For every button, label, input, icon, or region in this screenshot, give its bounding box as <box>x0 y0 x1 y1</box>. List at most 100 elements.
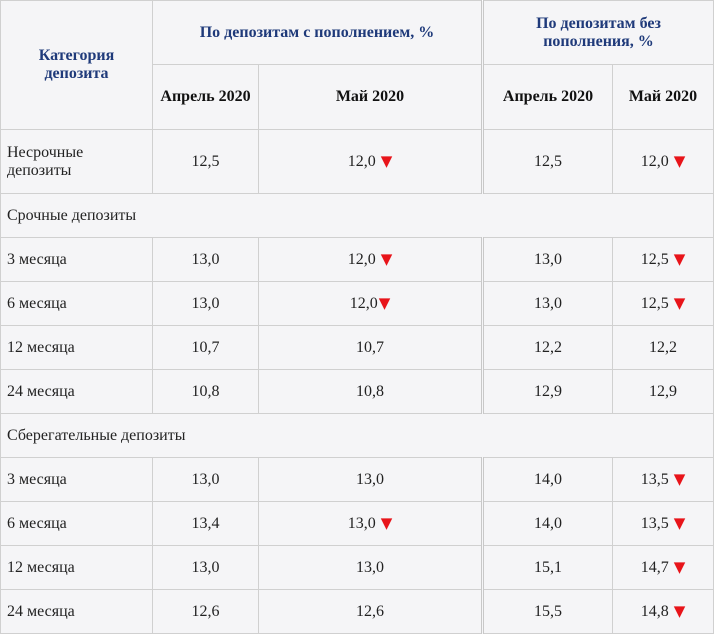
rate-value: 14,0 <box>534 470 562 488</box>
rate-value: 14,7 <box>640 559 669 576</box>
without-may-cell: 12,2 <box>612 325 714 370</box>
rate-value: 12,6 <box>356 602 384 620</box>
table-body: Несрочные депозиты 12,5 12,0 ▼ 12,5 12,0 ▼ Сроч… <box>0 129 714 634</box>
down-arrow-icon: ▼ <box>378 294 391 312</box>
down-arrow-icon: ▼ <box>673 558 686 576</box>
category-cell: 24 месяца <box>0 589 153 634</box>
category-cell: 3 месяца <box>0 457 153 502</box>
header-row-months: Апрель 2020 Май 2020 Апрель 2020 Май 202… <box>1 64 714 130</box>
without-may-cell: 13,5 ▼ <box>612 501 714 546</box>
rate-value: 12,5 <box>640 251 669 268</box>
rate-value: 13,0 <box>191 558 220 576</box>
rate-value: 13,0 <box>356 558 384 576</box>
without-topup-header: По депозитам без пополнения, % <box>481 0 714 65</box>
rate-value: 10,8 <box>191 382 220 400</box>
rate-value: 12,0 <box>640 153 669 170</box>
without-april-cell: 13,0 <box>481 281 613 326</box>
category-cell: 6 месяца <box>0 281 153 326</box>
rate-value: 13,0 <box>191 470 220 488</box>
without-april-cell: 15,5 <box>481 589 613 634</box>
category-cell: 12 месяца <box>0 545 153 590</box>
table-row: 3 месяца 13,0 12,0 ▼ 13,0 12,5 ▼ <box>0 237 714 282</box>
section-title: Срочные депозиты <box>0 193 714 238</box>
rate-value: 12,2 <box>649 338 677 356</box>
table-row: Несрочные депозиты 12,5 12,0 ▼ 12,5 12,0 ▼ <box>0 129 714 194</box>
down-arrow-icon: ▼ <box>380 152 393 170</box>
rate-value: 13,0 <box>191 250 220 268</box>
table-row: 24 месяца 10,8 10,8 12,9 12,9 <box>0 369 714 414</box>
rate-value: 12,5 <box>534 152 562 170</box>
down-arrow-icon: ▼ <box>673 294 686 312</box>
without-may-cell: 14,7 ▼ <box>612 545 714 590</box>
table-row: 6 месяца 13,0 12,0▼ 13,0 12,5 ▼ <box>0 281 714 326</box>
with-may-cell: 12,6 <box>258 589 483 634</box>
rate-value: 14,8 <box>640 603 669 620</box>
rate-value: 13,5 <box>640 471 669 488</box>
category-cell: Несрочные депозиты <box>0 129 153 194</box>
rate-value: 13,4 <box>191 514 220 532</box>
with-may-cell: 13,0 ▼ <box>258 501 483 546</box>
category-cell: 3 месяца <box>0 237 153 282</box>
rate-value: 15,1 <box>534 558 562 576</box>
without-april-cell: 13,0 <box>481 237 613 282</box>
table-row: 12 месяца 13,0 13,0 15,1 14,7 ▼ <box>0 545 714 590</box>
rate-value: 12,6 <box>191 602 220 620</box>
rate-value: 12,0 <box>347 153 376 170</box>
with-may-cell: 12,0▼ <box>258 129 483 194</box>
rate-value: 12,0 <box>349 295 378 312</box>
rate-value: 12,2 <box>534 338 562 356</box>
with-may-cell: 10,8 <box>258 369 483 414</box>
without-may-cell: 12,5 ▼ <box>612 237 714 282</box>
section-row: Срочные депозиты <box>0 193 714 238</box>
with-april-header: Апрель 2020 <box>152 64 259 130</box>
rate-value: 12,5 <box>191 152 220 170</box>
table-row: 3 месяца 13,0 13,0 14,0 13,5 ▼ <box>0 457 714 502</box>
without-may-cell: 12,5 ▼ <box>612 281 714 326</box>
without-april-cell: 12,2 <box>481 325 613 370</box>
with-april-cell: 13,0 <box>152 457 259 502</box>
without-may-cell: 14,8 ▼ <box>612 589 714 634</box>
without-may-cell: 12,9 <box>612 369 714 414</box>
with-may-cell: 12,0▼ <box>258 237 483 282</box>
rate-value: 10,7 <box>191 338 220 356</box>
with-may-cell: 10,7 <box>258 325 483 370</box>
table-row: 6 месяца 13,4 13,0 ▼ 14,0 13,5 ▼ <box>0 501 714 546</box>
down-arrow-icon: ▼ <box>673 602 686 620</box>
rate-value: 14,0 <box>534 514 562 532</box>
rate-value: 15,5 <box>534 602 562 620</box>
rate-value: 12,9 <box>534 382 562 400</box>
with-april-cell: 10,8 <box>152 369 259 414</box>
rate-value: 12,0 <box>347 251 376 268</box>
without-may-header: Май 2020 <box>612 64 714 130</box>
rate-value: 13,0 <box>191 294 220 312</box>
down-arrow-icon: ▼ <box>673 152 686 170</box>
section-title: Сберегательные депозиты <box>0 413 714 458</box>
down-arrow-icon: ▼ <box>380 250 393 268</box>
section-row: Сберегательные депозиты <box>0 413 714 458</box>
without-april-cell: 12,9 <box>481 369 613 414</box>
rate-value: 10,7 <box>356 338 384 356</box>
with-april-cell: 10,7 <box>152 325 259 370</box>
with-april-cell: 13,0 <box>152 545 259 590</box>
without-april-cell: 14,0 <box>481 501 613 546</box>
category-cell: 24 месяца <box>0 369 153 414</box>
with-april-cell: 13,4 <box>152 501 259 546</box>
without-may-cell: 13,5 ▼ <box>612 457 714 502</box>
down-arrow-icon: ▼ <box>673 514 686 532</box>
with-may-cell: 13,0 <box>258 457 483 502</box>
category-header: Категория депозита <box>0 0 153 130</box>
table-row: 24 месяца 12,6 12,6 15,5 14,8 ▼ <box>0 589 714 634</box>
rate-value: 13,5 <box>640 515 669 532</box>
down-arrow-icon: ▼ <box>380 514 393 532</box>
with-april-cell: 12,6 <box>152 589 259 634</box>
with-april-cell: 13,0 <box>152 281 259 326</box>
category-cell: 6 месяца <box>0 501 153 546</box>
with-may-header: Май 2020 <box>258 64 483 130</box>
with-april-cell: 13,0 <box>152 237 259 282</box>
without-may-cell: 12,0 ▼ <box>612 129 714 194</box>
rate-value: 13,0 <box>534 294 562 312</box>
with-topup-header: По депозитам с пополнением, % <box>152 0 483 65</box>
table-row: 12 месяца 10,7 10,7 12,2 12,2 <box>0 325 714 370</box>
with-may-cell: 13,0 <box>258 545 483 590</box>
